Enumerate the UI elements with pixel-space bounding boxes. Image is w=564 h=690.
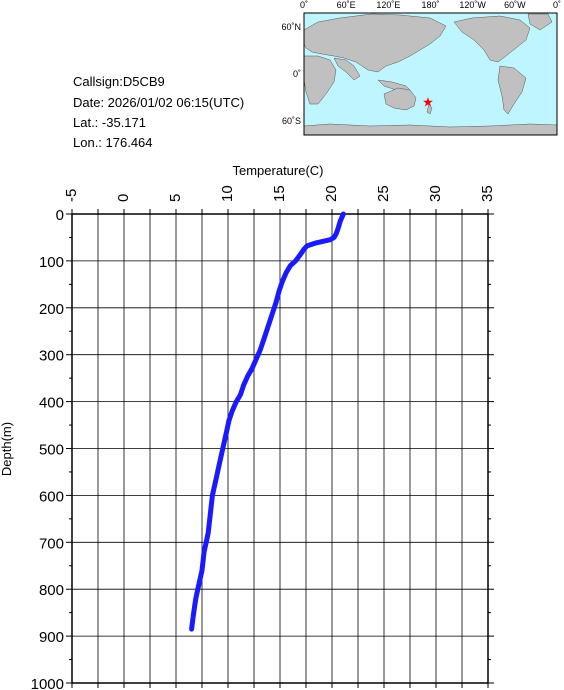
map-longitude-label: 60˚W bbox=[504, 0, 526, 10]
x-tick-label: 35 bbox=[479, 185, 496, 202]
land-africa bbox=[303, 55, 337, 105]
map-latitude-label: 60˚N bbox=[281, 22, 301, 32]
x-axis-title: Temperature(C) bbox=[232, 163, 323, 178]
location-map: 0˚ 60˚E 120˚E 180˚ 120˚W 60˚W 0˚ 60˚N 0˚ 60˚S ★ bbox=[281, 0, 561, 136]
y-tick-label: 900 bbox=[39, 629, 64, 646]
y-tick-label: 300 bbox=[39, 348, 64, 365]
map-latitude-labels: 60˚N 0˚ 60˚S bbox=[281, 22, 301, 126]
map-land bbox=[303, 13, 558, 136]
x-tick-label: 0 bbox=[115, 194, 132, 202]
station-marker: ★ bbox=[422, 95, 434, 110]
y-tick-label: 500 bbox=[39, 442, 64, 459]
map-longitude-label: 120˚W bbox=[459, 0, 486, 10]
x-tick-label: 25 bbox=[375, 185, 392, 202]
map-longitude-labels: 0˚ 60˚E 120˚E 180˚ 120˚W 60˚W 0˚ bbox=[300, 0, 561, 10]
land-south-asia bbox=[333, 57, 361, 81]
y-tick-label: 800 bbox=[39, 582, 64, 599]
map-longitude-label: 120˚E bbox=[376, 0, 400, 10]
map-latitude-label: 0˚ bbox=[293, 69, 301, 79]
y-tick-labels: 0 100 200 300 400 500 600 700 800 900 1000 bbox=[31, 207, 64, 690]
map-longitude-label: 0˚ bbox=[553, 0, 561, 10]
y-tick-label: 200 bbox=[39, 301, 64, 318]
map-longitude-label: 60˚E bbox=[337, 0, 356, 10]
x-tick-label: 10 bbox=[219, 185, 236, 202]
x-tick-label: 5 bbox=[167, 194, 184, 202]
map-longitude-label: 0˚ bbox=[300, 0, 308, 10]
temperature-series bbox=[189, 211, 346, 632]
land-eurasia bbox=[303, 13, 447, 73]
y-tick-label: 700 bbox=[39, 535, 64, 552]
y-tick-label: 600 bbox=[39, 488, 64, 505]
x-tick-label: -5 bbox=[63, 189, 80, 202]
land-north-america bbox=[453, 15, 531, 63]
map-latitude-label: 60˚S bbox=[282, 116, 301, 126]
land-greenland bbox=[527, 13, 553, 31]
callsign-text: Callsign:D5CB9 bbox=[73, 74, 165, 89]
x-tick-label: 20 bbox=[323, 185, 340, 202]
date-text: Date: 2026/01/02 06:15(UTC) bbox=[73, 95, 244, 110]
x-tick-labels: -5 0 5 10 15 20 25 30 35 bbox=[63, 185, 496, 202]
temperature-line bbox=[189, 211, 346, 632]
profile-chart: -5 0 5 10 15 20 25 30 35 0 100 200 300 400 500 600 700 8… bbox=[0, 163, 496, 690]
land-australia bbox=[383, 87, 417, 111]
land-new-zealand bbox=[426, 103, 433, 115]
x-tick-label: 30 bbox=[427, 185, 444, 202]
x-tick-label: 15 bbox=[271, 185, 288, 202]
y-axis-title: Depth(m) bbox=[0, 422, 14, 476]
chart-ticks bbox=[66, 209, 494, 688]
station-info: Callsign:D5CB9 Date: 2026/01/02 06:15(UT… bbox=[73, 74, 244, 150]
latitude-text: Lat.: -35.171 bbox=[73, 115, 146, 130]
land-south-america bbox=[497, 65, 527, 115]
y-tick-label: 0 bbox=[56, 207, 64, 224]
map-longitude-label: 180˚ bbox=[421, 0, 439, 10]
y-tick-label: 1000 bbox=[31, 676, 64, 690]
y-tick-label: 100 bbox=[39, 254, 64, 271]
y-tick-label: 400 bbox=[39, 395, 64, 412]
longitude-text: Lon.: 176.464 bbox=[73, 135, 153, 150]
